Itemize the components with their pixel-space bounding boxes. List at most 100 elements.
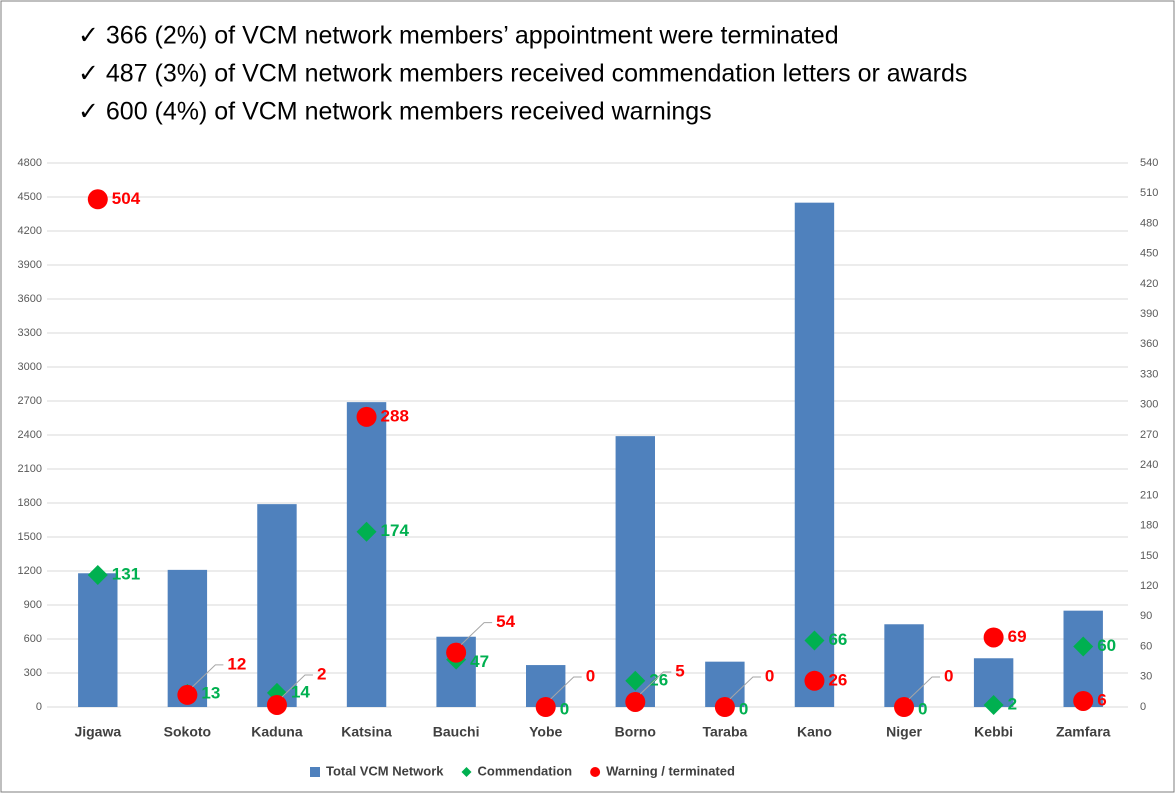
data-label: 131 xyxy=(112,565,140,584)
bar xyxy=(78,573,118,707)
data-label: 5 xyxy=(675,661,684,680)
y2-tick-label: 150 xyxy=(1140,550,1158,562)
marker-circle xyxy=(894,697,915,717)
y2-tick-label: 510 xyxy=(1140,187,1158,199)
y2-tick-label: 480 xyxy=(1140,217,1158,229)
x-tick-label: Kaduna xyxy=(251,724,303,740)
y-tick-label: 4500 xyxy=(18,191,42,203)
y-tick-label: 2700 xyxy=(18,395,42,407)
marker-diamond xyxy=(983,694,1004,715)
legend-label: Total VCM Network xyxy=(326,763,444,778)
y-tick-label: 4800 xyxy=(18,157,42,169)
marker-circle xyxy=(266,694,287,715)
x-tick-label: Kano xyxy=(797,724,832,740)
leader-line xyxy=(460,622,493,645)
leader-line xyxy=(550,676,582,700)
marker-circle xyxy=(983,627,1004,648)
data-label: 47 xyxy=(470,652,489,671)
legend-swatch xyxy=(590,767,601,777)
data-label: 0 xyxy=(586,666,595,685)
data-label: 504 xyxy=(112,189,141,208)
bar xyxy=(615,436,655,707)
data-label: 13 xyxy=(201,683,220,702)
y-tick-label: 1800 xyxy=(18,497,42,509)
x-tick-label: Kebbi xyxy=(974,724,1013,740)
y2-tick-label: 30 xyxy=(1140,671,1152,683)
data-label: 0 xyxy=(918,699,927,718)
note: ✓ 600 (4%) of VCM network members receiv… xyxy=(78,98,712,126)
y2-tick-label: 420 xyxy=(1140,278,1158,290)
data-label: 2 xyxy=(1008,694,1017,713)
marker-circle xyxy=(625,691,646,712)
y-tick-label: 4200 xyxy=(18,225,42,237)
y-tick-label: 2100 xyxy=(18,463,42,475)
x-tick-label: Bauchi xyxy=(433,724,480,740)
y2-tick-label: 120 xyxy=(1140,580,1158,592)
bar xyxy=(1063,610,1103,707)
x-tick-label: Katsina xyxy=(341,724,392,740)
marker-circle xyxy=(1073,690,1094,711)
y-tick-label: 0 xyxy=(36,701,42,713)
marker-diamond xyxy=(804,630,825,651)
y-tick-label: 1500 xyxy=(18,531,42,543)
y-tick-label: 3000 xyxy=(18,361,42,373)
marker-circle xyxy=(356,406,377,427)
y2-tick-label: 210 xyxy=(1140,489,1158,501)
bar xyxy=(257,504,297,707)
data-label: 12 xyxy=(227,654,246,673)
legend-swatch xyxy=(461,767,472,777)
data-label: 14 xyxy=(291,682,310,701)
y2-tick-label: 450 xyxy=(1140,248,1158,260)
leader-line xyxy=(639,671,672,695)
y2-tick-label: 390 xyxy=(1140,308,1158,320)
legend-label: Warning / terminated xyxy=(606,763,735,778)
note: ✓ 487 (3%) of VCM network members receiv… xyxy=(78,60,967,88)
y2-tick-label: 330 xyxy=(1140,368,1158,380)
data-label: 2 xyxy=(317,664,326,683)
y-tick-label: 600 xyxy=(24,633,42,645)
x-tick-label: Niger xyxy=(886,724,922,740)
marker-diamond xyxy=(356,521,377,542)
x-tick-label: Sokoto xyxy=(164,724,211,740)
data-label: 174 xyxy=(381,521,410,540)
y-tick-label: 1200 xyxy=(18,565,42,577)
leader-line xyxy=(908,676,941,700)
marker-circle xyxy=(714,697,735,717)
marker-circle xyxy=(804,670,825,691)
data-label: 69 xyxy=(1008,627,1027,646)
data-label: 0 xyxy=(765,666,774,685)
leader-line xyxy=(729,676,761,700)
x-tick-label: Taraba xyxy=(702,724,747,740)
x-tick-label: Borno xyxy=(615,724,656,740)
y2-tick-label: 360 xyxy=(1140,338,1158,350)
legend-swatch xyxy=(310,767,320,777)
y-tick-label: 3600 xyxy=(18,293,42,305)
x-tick-label: Jigawa xyxy=(74,724,121,740)
y-tick-label: 300 xyxy=(24,667,42,679)
bar xyxy=(346,402,387,707)
data-label: 6 xyxy=(1097,690,1106,709)
marker-circle xyxy=(87,189,108,210)
y2-tick-label: 270 xyxy=(1140,429,1158,441)
marker-circle xyxy=(535,697,556,717)
y2-tick-label: 0 xyxy=(1140,701,1146,713)
y2-tick-label: 90 xyxy=(1140,610,1152,622)
marker-circle xyxy=(177,684,198,705)
data-label: 66 xyxy=(828,630,847,649)
x-tick-label: Yobe xyxy=(529,724,562,740)
data-label: 26 xyxy=(828,670,847,689)
data-label: 0 xyxy=(944,666,953,685)
y2-tick-label: 60 xyxy=(1140,640,1152,652)
leader-line xyxy=(281,674,313,698)
legend-label: Commendation xyxy=(478,763,573,778)
y-tick-label: 3300 xyxy=(18,327,42,339)
leader-line xyxy=(192,664,224,688)
data-label: 60 xyxy=(1097,636,1116,655)
x-tick-label: Zamfara xyxy=(1056,724,1111,740)
y-tick-label: 2400 xyxy=(18,429,42,441)
y2-tick-label: 540 xyxy=(1140,157,1158,169)
y-tick-label: 3900 xyxy=(18,259,42,271)
bar xyxy=(884,624,924,707)
data-label: 54 xyxy=(496,612,515,631)
